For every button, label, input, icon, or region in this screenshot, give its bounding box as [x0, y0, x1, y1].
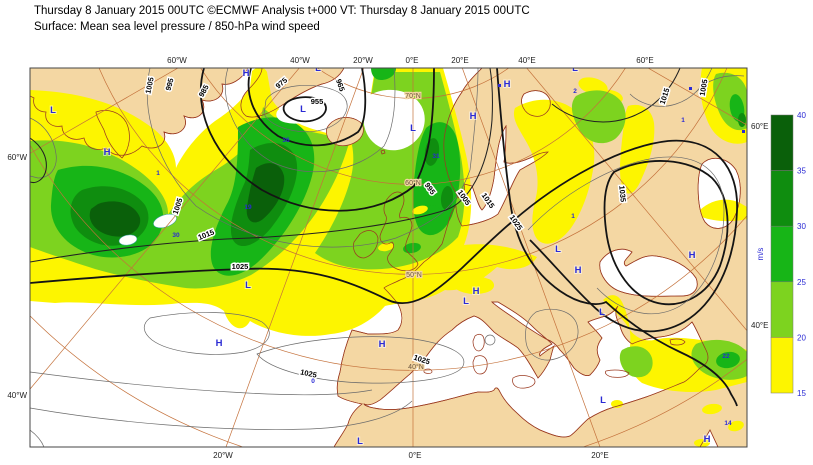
wind-speed-legend: 40 35 30 25 20 15 m/s	[756, 111, 806, 398]
graticule-label: 70°N	[405, 92, 421, 100]
low-pressure-marker: L	[245, 280, 251, 291]
legend-tick-label: 15	[797, 389, 806, 398]
edge-label-top: 40°W	[290, 56, 310, 65]
wind-max-value: 30	[172, 232, 180, 239]
high-pressure-marker: H	[704, 434, 711, 445]
legend-tick-label: 40	[797, 111, 806, 120]
edge-label-left: 60°W	[7, 153, 27, 162]
legend-tick-label: 20	[797, 333, 806, 342]
legend-color-swatch	[770, 170, 794, 227]
edge-label-right: 40°E	[751, 321, 768, 330]
edge-label-bottom: 20°E	[591, 451, 608, 460]
wind-max-value: 14	[724, 420, 732, 427]
high-pressure-marker: H	[473, 286, 480, 297]
wind-max-value: 31	[432, 153, 440, 160]
edge-label-bottom: 0°E	[409, 451, 422, 460]
low-pressure-marker: L	[50, 105, 56, 116]
graticule-labels: 70°N 60°N 50°N 40°N	[404, 91, 425, 373]
graticule-label: 40°N	[408, 363, 424, 371]
wind-max-value: 0	[311, 378, 315, 385]
low-pressure-marker: L	[315, 63, 321, 74]
chart-title-line2: Surface: Mean sea level pressure / 850-h…	[34, 21, 320, 33]
legend-color-swatch	[770, 281, 794, 338]
chart-title-line1: Thursday 8 January 2015 00UTC ©ECMWF Ana…	[34, 5, 530, 17]
high-pressure-marker: H	[575, 265, 582, 276]
high-pressure-marker: H	[470, 111, 477, 122]
high-pressure-marker: H	[689, 250, 696, 261]
edge-label-right: 60°E	[751, 122, 768, 131]
high-pressure-marker: H	[104, 147, 111, 158]
edge-label-top: 40°E	[518, 56, 535, 65]
low-pressure-marker: L	[300, 104, 306, 115]
legend-color-swatch	[770, 225, 794, 283]
low-pressure-marker: L	[599, 307, 605, 318]
low-pressure-marker: L	[555, 244, 561, 255]
wind-fill-35	[89, 201, 141, 237]
edge-label-top: 20°W	[353, 56, 373, 65]
high-pressure-marker: H	[504, 79, 511, 90]
legend-color-swatch	[770, 114, 794, 171]
isobar-label: 955	[311, 97, 324, 106]
wind-max-value: 22	[722, 353, 730, 360]
wind-max-value: 36	[282, 137, 290, 144]
edge-label-top: 60°E	[636, 56, 653, 65]
wind-max-value: 1	[156, 170, 160, 177]
wind-max-value: 2	[573, 88, 577, 95]
high-pressure-marker: H	[379, 339, 386, 350]
wind-max-value: 1	[571, 213, 575, 220]
isobars	[30, 68, 745, 447]
legend-tick-label: 30	[797, 222, 806, 231]
edge-label-top: 0°E	[406, 56, 419, 65]
wind-max-value: 1	[681, 117, 685, 124]
isobar-label: 1035	[617, 185, 627, 202]
legend-color-swatch	[770, 337, 794, 394]
low-pressure-marker: L	[357, 436, 363, 447]
chart-title-block: Thursday 8 January 2015 00UTC ©ECMWF Ana…	[34, 3, 530, 35]
low-pressure-marker: L	[463, 296, 469, 307]
edge-label-left: 40°W	[7, 391, 27, 400]
high-pressure-marker: H	[216, 338, 223, 349]
longitude-latitude-edge-labels: 60°W 40°W 20°W 0°E 20°E 40°E 60°E 20°W 0°E 20°E 60…	[7, 56, 768, 460]
wind-maxima-values: 36 30 19 31 22 14 2 1 1 1 0	[156, 88, 732, 427]
low-pressure-marker: L	[600, 395, 606, 406]
station-markers	[498, 84, 745, 133]
wind-max-value: 19	[244, 204, 252, 211]
isobar-label: 1025	[232, 262, 249, 271]
high-pressure-marker: H	[243, 68, 250, 79]
map-frame	[29, 67, 748, 448]
edge-label-top: 60°W	[167, 56, 187, 65]
edge-label-bottom: 20°W	[213, 451, 233, 460]
graticule-label: 50°N	[406, 271, 422, 279]
edge-label-top: 20°E	[451, 56, 468, 65]
legend-unit-label: m/s	[756, 248, 765, 261]
legend-tick-label: 25	[797, 278, 806, 287]
graticule-label: 60°N	[405, 179, 421, 187]
low-pressure-marker: L	[410, 123, 416, 134]
wind-over-40-core	[153, 213, 177, 229]
legend-tick-label: 35	[797, 167, 806, 176]
low-pressure-marker: L	[572, 63, 578, 74]
